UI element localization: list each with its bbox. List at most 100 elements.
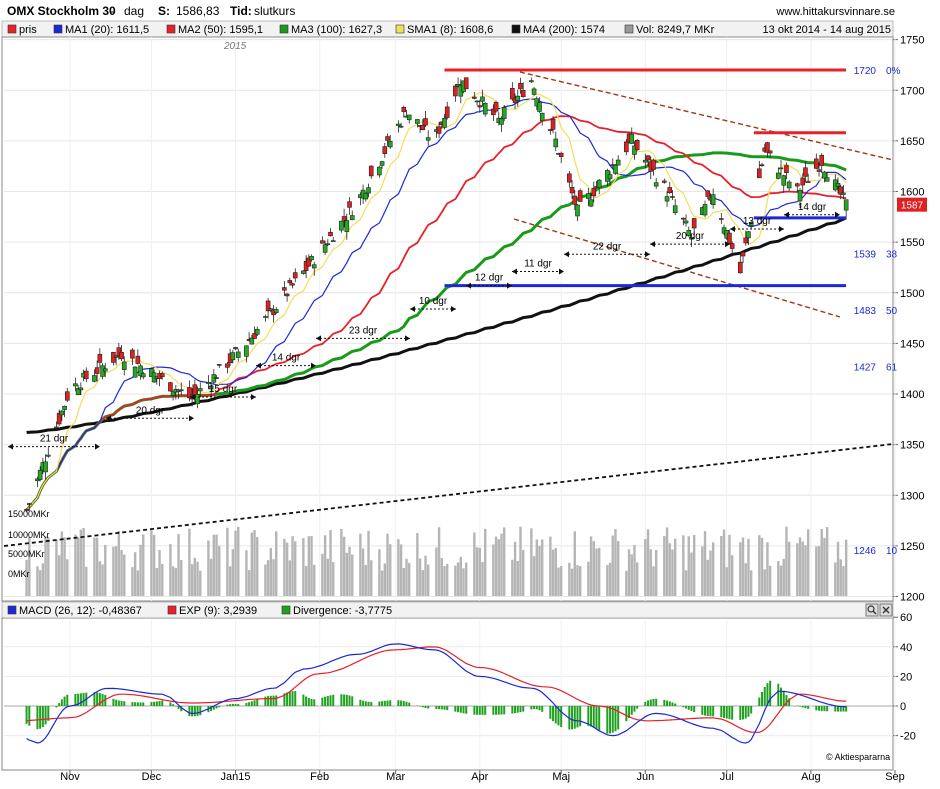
candle-body — [645, 155, 651, 161]
candle-body — [320, 240, 325, 244]
candle-body — [515, 95, 521, 101]
volume-bar — [649, 549, 652, 596]
divergence-bar — [747, 706, 750, 717]
divergence-bar — [381, 701, 384, 706]
volume-bar — [535, 539, 538, 596]
volume-bar — [478, 547, 481, 596]
candle-body — [477, 105, 483, 108]
candle-body — [702, 204, 708, 216]
volume-bar — [383, 563, 387, 596]
divergence-bar — [370, 701, 373, 706]
candle-body — [140, 373, 146, 378]
divergence-bar — [275, 695, 278, 706]
divergence-histogram — [25, 680, 848, 734]
date-range: 13 okt 2014 - 14 aug 2015 — [763, 24, 891, 36]
candle-body — [824, 177, 830, 182]
volume-bar — [513, 541, 517, 596]
divergence-bar — [332, 694, 335, 706]
volume-bar — [511, 559, 514, 596]
site-link[interactable]: www.hittakursvinnare.se — [775, 6, 895, 18]
legend-label: MA1 (20): 1611,5 — [65, 24, 149, 36]
price-panel — [1, 36, 894, 602]
volume-bar — [530, 528, 533, 596]
divergence-bar — [443, 706, 446, 710]
candle-body — [474, 100, 480, 103]
divergence-bar — [400, 700, 403, 706]
candle-body — [379, 161, 385, 166]
arrow-head — [466, 282, 512, 289]
divergence-bar — [229, 704, 232, 706]
volume-bar — [196, 561, 199, 596]
candle-body — [406, 114, 412, 121]
volume-bar — [408, 562, 411, 596]
candle-body — [168, 382, 173, 392]
volume-bar — [313, 564, 316, 596]
volume-bar — [475, 547, 479, 596]
x-tick-label: Maj — [552, 771, 570, 783]
close-icon[interactable] — [879, 603, 893, 617]
divergence-bar — [492, 706, 495, 715]
candle-body — [208, 385, 214, 390]
volume-bar — [842, 566, 845, 596]
volume-bar — [323, 535, 327, 596]
candle-body — [344, 220, 350, 232]
divergence-bar — [769, 680, 772, 706]
volume-bar — [817, 546, 821, 596]
y-tick-label: 1550 — [900, 237, 924, 249]
volume-bar — [654, 549, 658, 596]
divergence-bar — [47, 706, 50, 721]
candle-body — [292, 272, 298, 279]
candle-body — [282, 287, 287, 291]
divergence-bar — [324, 696, 327, 706]
volume-bar — [668, 543, 671, 596]
divergence-bar — [614, 706, 617, 732]
volume-bar — [364, 564, 368, 596]
divergence-bar — [731, 706, 734, 720]
divergence-bar — [633, 706, 636, 712]
candle-body — [681, 217, 686, 220]
macd-tick-label: 60 — [900, 612, 912, 624]
divergence-bar — [139, 702, 142, 706]
candle-body — [195, 394, 200, 405]
volume-bar — [402, 567, 405, 596]
legend-swatch — [624, 24, 634, 34]
divergence-bar — [93, 692, 96, 706]
candle-body — [472, 96, 477, 99]
candle-body — [550, 118, 556, 130]
candle-body — [273, 309, 279, 314]
divergence-bar — [402, 701, 405, 706]
volume-bar — [307, 536, 311, 596]
divergence-bar — [310, 698, 313, 706]
candle-body — [577, 190, 583, 202]
count-label: 22 dgr — [593, 241, 622, 252]
y-tick-label: 1650 — [900, 136, 924, 148]
candle-body — [491, 108, 496, 116]
divergence-bar — [807, 706, 810, 709]
fib-pct: 61 — [886, 363, 898, 374]
x-tick-label: Sep — [885, 771, 905, 783]
x-tick-label: Mar — [386, 771, 405, 783]
divergence-bar — [742, 706, 745, 720]
divergence-bar — [780, 687, 783, 706]
macd-legend-swatch — [281, 605, 291, 615]
zoom-icon[interactable] — [865, 603, 879, 617]
divergence-bar — [782, 691, 785, 706]
divergence-bar — [625, 706, 628, 722]
candle-body — [786, 181, 792, 189]
divergence-bar — [427, 706, 430, 709]
divergence-bar — [313, 699, 316, 706]
candle-body — [398, 125, 404, 128]
volume-bar — [706, 559, 709, 596]
divergence-bar — [693, 706, 696, 713]
volume-bar — [787, 541, 791, 596]
candle-body — [575, 204, 580, 217]
divergence-bar — [253, 700, 256, 706]
divergence-bar — [842, 706, 845, 712]
volume-bar — [687, 536, 690, 596]
divergence-bar — [541, 706, 544, 712]
divergence-bar — [77, 693, 80, 706]
candle-body — [518, 83, 523, 90]
x-tick-label: Aug — [801, 771, 821, 783]
candle-body — [586, 193, 591, 199]
